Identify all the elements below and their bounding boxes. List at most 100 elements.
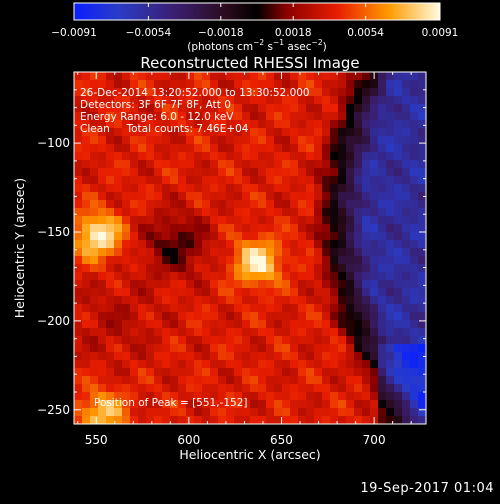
- heatmap-cell: [226, 184, 235, 193]
- heatmap-cell: [378, 232, 387, 241]
- heatmap-cell: [194, 192, 203, 201]
- heatmap-cell: [402, 296, 411, 305]
- heatmap-cell: [90, 264, 99, 273]
- heatmap-cell: [98, 352, 107, 361]
- heatmap-cell: [322, 248, 331, 257]
- heatmap-cell: [306, 104, 315, 113]
- heatmap-cell: [202, 416, 211, 424]
- heatmap-cell: [154, 112, 163, 121]
- annotation-line: Detectors: 3F 6F 7F 8F, Att 0: [80, 99, 231, 111]
- heatmap-cell: [362, 320, 371, 329]
- heatmap-cell: [258, 232, 267, 241]
- heatmap-cell: [114, 176, 123, 185]
- heatmap-cell: [218, 272, 227, 281]
- heatmap-cell: [154, 256, 163, 265]
- heatmap-cell: [386, 160, 395, 169]
- heatmap-cell: [322, 88, 331, 97]
- heatmap-cell: [234, 296, 243, 305]
- heatmap-cell: [362, 88, 371, 97]
- heatmap-cell: [154, 96, 163, 105]
- heatmap-cell: [194, 304, 203, 313]
- heatmap-cell: [178, 80, 187, 89]
- heatmap-cell: [114, 344, 123, 353]
- heatmap-cell: [298, 232, 307, 241]
- heatmap-cell: [218, 144, 227, 153]
- heatmap-cell: [98, 296, 107, 305]
- heatmap-cell: [194, 344, 203, 353]
- heatmap-cell: [338, 248, 347, 257]
- heatmap-cell: [378, 312, 387, 321]
- heatmap-cell: [130, 352, 139, 361]
- heatmap-cell: [226, 216, 235, 225]
- heatmap-cell: [250, 368, 259, 377]
- heatmap-cell: [370, 80, 379, 89]
- heatmap-cell: [250, 352, 259, 361]
- heatmap-cell: [282, 272, 291, 281]
- heatmap-cell: [226, 344, 235, 353]
- heatmap-cell: [218, 120, 227, 129]
- heatmap-cell: [122, 400, 131, 409]
- heatmap-cell: [338, 392, 347, 401]
- heatmap-cell: [322, 336, 331, 345]
- heatmap-cell: [90, 88, 99, 97]
- heatmap-cell: [194, 152, 203, 161]
- heatmap-cell: [330, 200, 339, 209]
- heatmap-cell: [378, 200, 387, 209]
- heatmap-cell: [82, 160, 91, 169]
- heatmap-cell: [250, 344, 259, 353]
- heatmap-cell: [394, 192, 403, 201]
- heatmap-cell: [186, 360, 195, 369]
- heatmap-cell: [98, 240, 107, 249]
- heatmap-cell: [138, 240, 147, 249]
- heatmap-cell: [250, 256, 259, 265]
- heatmap-cell: [378, 288, 387, 297]
- heatmap-cell: [234, 336, 243, 345]
- heatmap-cell: [346, 200, 355, 209]
- heatmap-cell: [338, 80, 347, 89]
- heatmap-cell: [282, 208, 291, 217]
- heatmap-cell: [394, 112, 403, 121]
- heatmap-cell: [154, 304, 163, 313]
- heatmap-cell: [154, 392, 163, 401]
- heatmap-cell: [274, 384, 283, 393]
- heatmap-cell: [410, 256, 419, 265]
- heatmap-cell: [162, 368, 171, 377]
- heatmap-cell: [290, 368, 299, 377]
- heatmap-cell: [274, 96, 283, 105]
- heatmap-cell: [186, 80, 195, 89]
- heatmap-cell: [90, 176, 99, 185]
- heatmap-cell: [410, 96, 419, 105]
- heatmap-cell: [314, 344, 323, 353]
- heatmap-cell: [202, 368, 211, 377]
- heatmap-cell: [146, 368, 155, 377]
- heatmap-cell: [330, 256, 339, 265]
- heatmap-cell: [338, 200, 347, 209]
- heatmap-cell: [186, 352, 195, 361]
- heatmap-cell: [386, 376, 395, 385]
- heatmap-cell: [114, 88, 123, 97]
- heatmap-cell: [106, 208, 115, 217]
- heatmap-cell: [386, 352, 395, 361]
- heatmap-cell: [338, 272, 347, 281]
- heatmap-cell: [290, 304, 299, 313]
- heatmap-cell: [394, 80, 403, 89]
- heatmap-cell: [154, 152, 163, 161]
- heatmap-cell: [314, 296, 323, 305]
- heatmap-cell: [202, 384, 211, 393]
- heatmap-cell: [242, 72, 251, 81]
- heatmap-cell: [274, 408, 283, 417]
- heatmap-cell: [202, 192, 211, 201]
- heatmap-cell: [322, 384, 331, 393]
- heatmap-cell: [258, 96, 267, 105]
- heatmap-cell: [394, 152, 403, 161]
- heatmap-cell: [194, 384, 203, 393]
- heatmap-cell: [98, 344, 107, 353]
- heatmap-cell: [346, 152, 355, 161]
- heatmap-cell: [338, 144, 347, 153]
- chart-title: Reconstructed RHESSI Image: [140, 54, 359, 72]
- heatmap-cell: [218, 160, 227, 169]
- heatmap-cell: [218, 136, 227, 145]
- heatmap-cell: [226, 256, 235, 265]
- heatmap-cell: [114, 192, 123, 201]
- heatmap-cell: [218, 368, 227, 377]
